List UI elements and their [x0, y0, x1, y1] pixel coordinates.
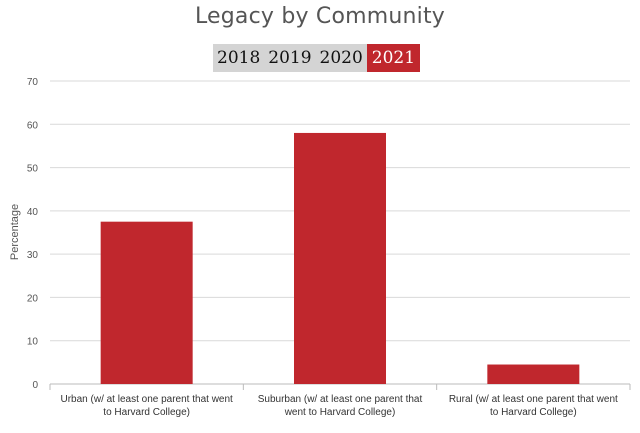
bar: [100, 221, 193, 384]
chart-title: Legacy by Community: [194, 4, 446, 29]
tab-2019[interactable]: 2019: [268, 48, 312, 68]
x-tick-label: Suburban (w/ at least one parent that wen…: [258, 394, 423, 418]
y-tick-label: 0: [32, 380, 38, 391]
y-axis-label: Percentage: [9, 204, 21, 260]
y-tick-label: 20: [27, 293, 39, 304]
y-tick-label: 50: [27, 164, 39, 175]
bar: [294, 132, 386, 384]
y-tick-label: 30: [27, 250, 39, 261]
bars: [100, 132, 580, 384]
bar: [487, 364, 580, 384]
x-tick-label: Urban (w/ at least one parent that went t…: [61, 394, 234, 418]
tab-2020[interactable]: 2020: [319, 48, 363, 68]
year-tabs: 2018 2019 2020 2021: [213, 44, 421, 72]
tab-2021[interactable]: 2021: [366, 44, 421, 72]
y-tick-label: 70: [27, 77, 39, 88]
y-tick-label: 60: [27, 120, 39, 131]
y-axis-ticks: 0 10 20 30 40 50 60 70: [27, 77, 39, 391]
x-tick-label: Rural (w/ at least one parent that went t…: [449, 394, 618, 418]
tab-2018[interactable]: 2018: [217, 48, 261, 68]
y-tick-label: 40: [27, 207, 39, 218]
x-axis: Urban (w/ at least one parent that went t…: [49, 384, 631, 418]
y-tick-label: 10: [27, 337, 39, 348]
